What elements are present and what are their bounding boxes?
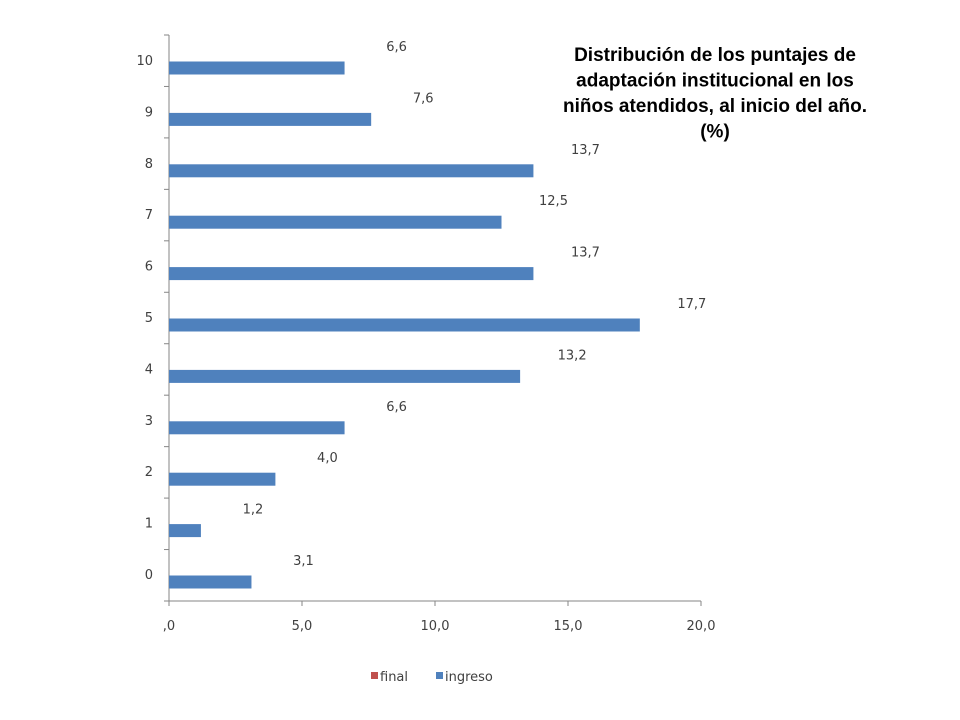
bar-ingreso-3 [169, 421, 345, 435]
bar-ingreso-4 [169, 369, 521, 383]
data-label: 6,6 [386, 400, 407, 415]
chart-bars [169, 61, 640, 589]
x-tick-label: 15,0 [554, 619, 583, 634]
y-tick-label: 7 [145, 208, 153, 223]
legend-label: final [380, 670, 408, 685]
bar-ingreso-1 [169, 524, 201, 538]
y-tick-label: 3 [145, 414, 153, 429]
y-tick-label: 6 [145, 260, 153, 275]
bar-ingreso-0 [169, 575, 252, 589]
chart-title-line: niños atendidos, al inicio del año. [563, 96, 867, 117]
chart-data-labels: 3,1 1,2 4,0 6,6 13,2 17,7 13,7 12,5 13,7 7,6 6,6 [243, 40, 707, 569]
data-label: 13,2 [558, 348, 587, 363]
legend-label: ingreso [445, 670, 493, 685]
data-label: 7,6 [413, 91, 434, 106]
chart-title: Distribución de los puntajes de adaptació… [563, 45, 867, 143]
chart-legend: final ingreso [371, 670, 493, 685]
y-tick-label: 8 [145, 157, 153, 172]
legend-swatch-final [371, 672, 378, 679]
data-label: 13,7 [571, 143, 600, 158]
y-tick-label: 4 [145, 362, 153, 377]
bar-ingreso-6 [169, 267, 534, 281]
x-tick-label: 10,0 [421, 619, 450, 634]
y-tick-label: 10 [136, 54, 153, 69]
x-tick-label: 20,0 [687, 619, 716, 634]
x-tick-label: 5,0 [292, 619, 313, 634]
legend-swatch-ingreso [436, 672, 443, 679]
data-label: 1,2 [243, 503, 264, 518]
bar-ingreso-8 [169, 164, 534, 178]
bar-ingreso-5 [169, 318, 640, 332]
x-tick-label: ,0 [163, 619, 175, 634]
bar-ingreso-7 [169, 215, 502, 229]
data-label: 4,0 [317, 451, 338, 466]
bar-ingreso-10 [169, 61, 345, 75]
data-label: 13,7 [571, 246, 600, 261]
y-tick-label: 1 [145, 517, 153, 532]
y-tick-label: 0 [145, 568, 153, 583]
bar-ingreso-9 [169, 112, 372, 126]
bar-ingreso-2 [169, 472, 276, 486]
y-tick-label: 9 [145, 105, 153, 120]
chart-title-line: (%) [700, 122, 730, 143]
data-label: 17,7 [677, 297, 706, 312]
chart-title-line: Distribución de los puntajes de [574, 45, 856, 66]
y-tick-label: 2 [145, 465, 153, 480]
chart-title-line: adaptación institucional en los [576, 71, 854, 92]
data-label: 12,5 [539, 194, 568, 209]
data-label: 3,1 [293, 554, 314, 569]
data-label: 6,6 [386, 40, 407, 55]
y-tick-label: 5 [145, 311, 153, 326]
